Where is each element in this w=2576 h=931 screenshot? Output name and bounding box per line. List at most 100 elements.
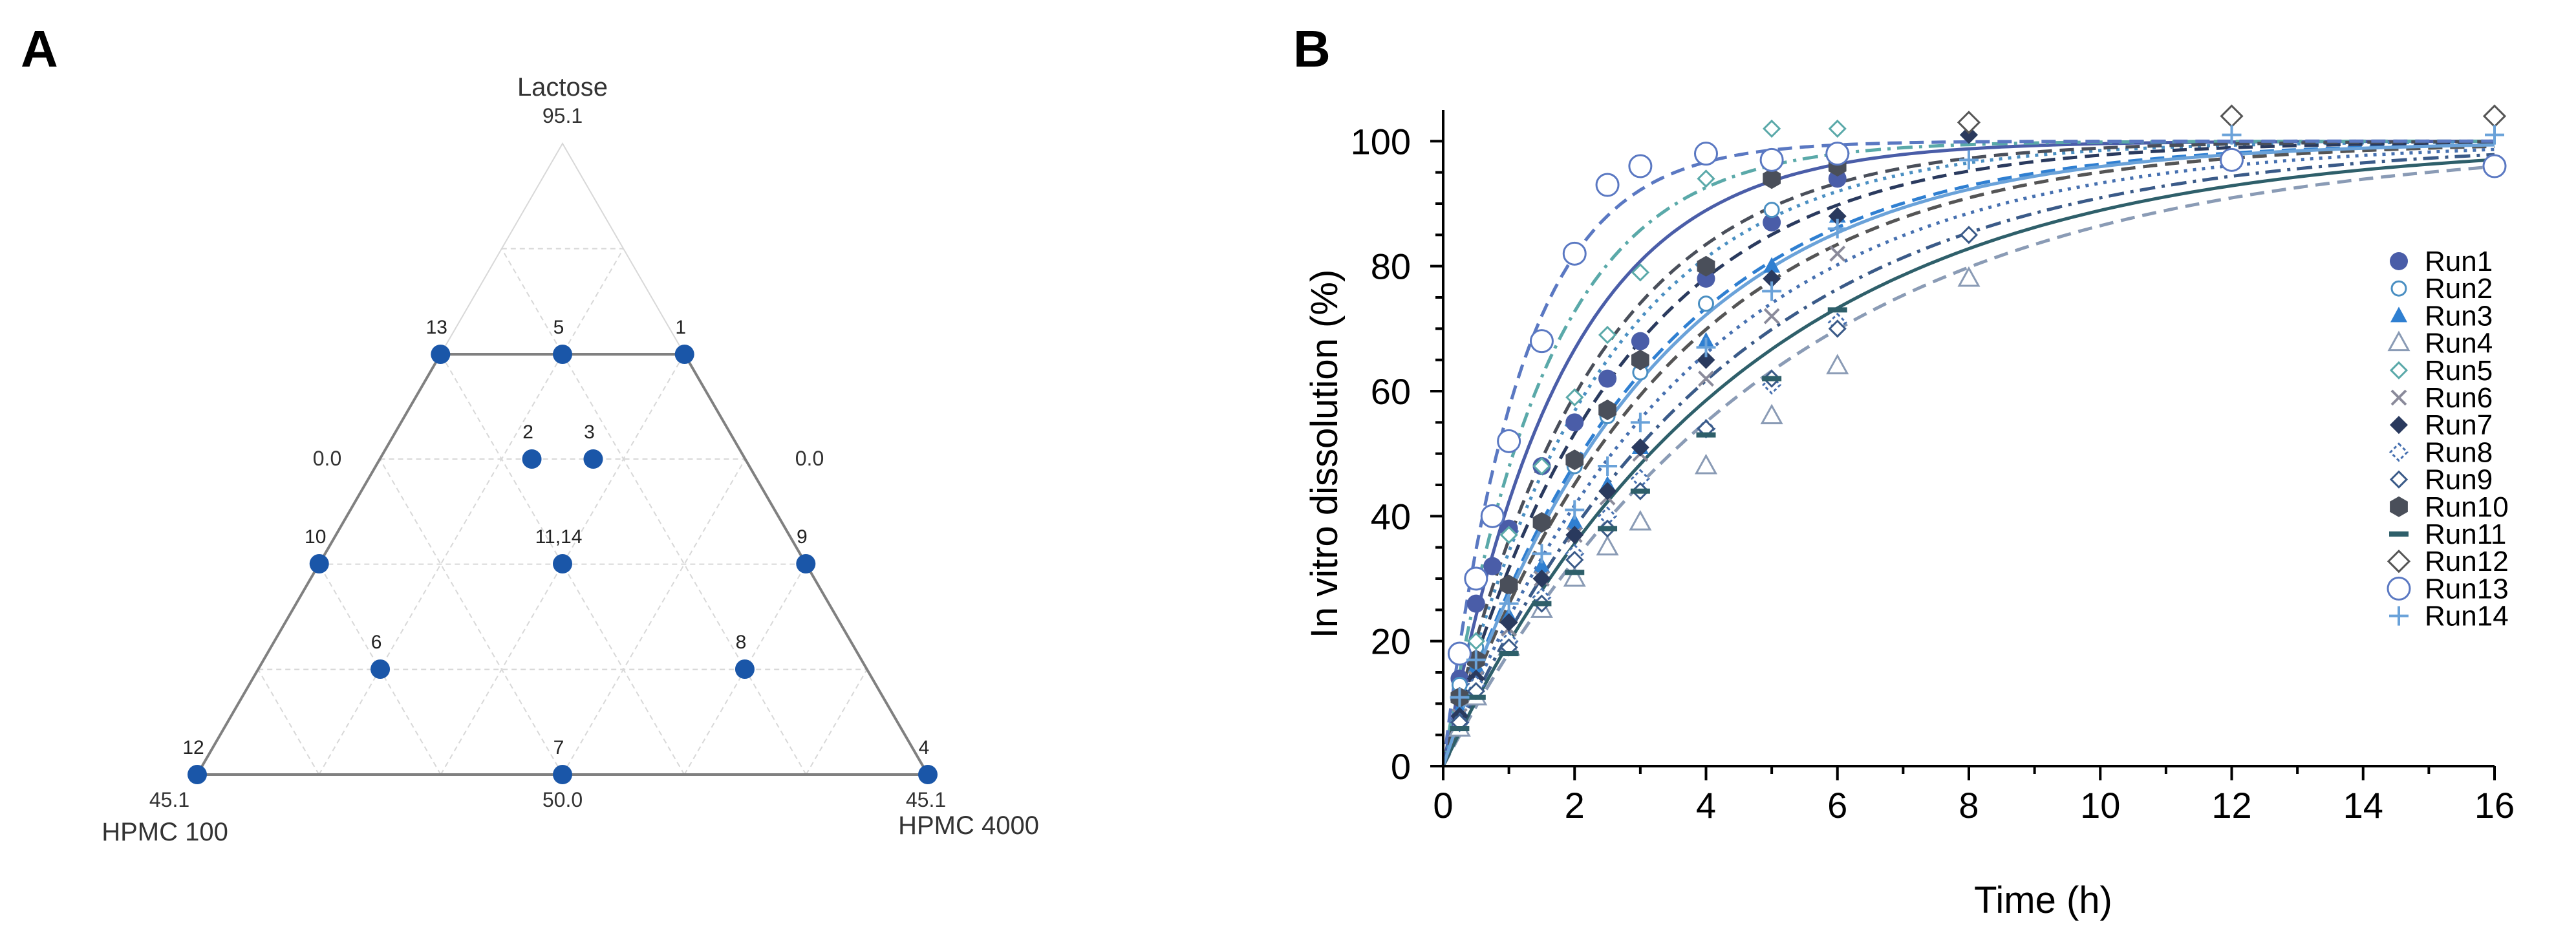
point-run4	[1629, 509, 1652, 531]
point-run6	[1566, 526, 1583, 543]
design-point-label: 7	[553, 737, 564, 758]
point-run6	[1451, 708, 1468, 725]
legend-label-run5: Run5	[2425, 355, 2493, 387]
point-run8	[1597, 506, 1618, 526]
point-run14	[1959, 150, 1979, 170]
point-run3	[1829, 207, 1846, 223]
legend-marker-run9	[2389, 470, 2409, 489]
design-point-label: 2	[522, 422, 533, 443]
point-run14	[1598, 456, 1618, 476]
legend-marker-run3	[2390, 306, 2407, 323]
point-run7	[1697, 350, 1715, 369]
point-run8	[1630, 469, 1650, 489]
point-run1	[1631, 332, 1649, 350]
point-run10	[1532, 512, 1551, 533]
point-run14	[1827, 219, 1847, 239]
point-run8	[1450, 712, 1470, 733]
design-point-label: 8	[736, 632, 747, 653]
legend-label-run1: Run1	[2425, 246, 2493, 277]
point-run3	[1451, 701, 1468, 716]
data-markers	[1447, 104, 2507, 737]
point-run7	[1532, 570, 1551, 588]
point-run5	[1499, 526, 1518, 544]
design-point-11-14	[553, 554, 572, 574]
point-run2	[1698, 295, 1714, 312]
ternary-gridline	[805, 669, 868, 775]
design-point-9	[796, 554, 816, 574]
fit-curve-run9	[1441, 153, 2495, 767]
point-run6	[1501, 620, 1518, 637]
point-run3	[1566, 513, 1583, 529]
point-run6	[1534, 570, 1550, 587]
legend-marker-run12	[2387, 550, 2411, 573]
point-run5	[1565, 388, 1584, 407]
point-run5	[1763, 119, 1781, 138]
point-run11	[1598, 526, 1618, 531]
design-point-label: 13	[426, 317, 447, 338]
point-run2	[1829, 151, 1846, 168]
point-run5	[1828, 119, 1847, 138]
point-run2	[1632, 364, 1649, 381]
point-run5	[1532, 456, 1551, 476]
legend-marker-run14	[2389, 606, 2409, 626]
point-run4	[1563, 566, 1586, 587]
point-run2	[1451, 676, 1468, 693]
point-run9	[1697, 419, 1715, 438]
fit-curve-run12	[1441, 144, 2495, 767]
design-point-10	[309, 554, 329, 574]
point-run11	[1565, 570, 1585, 575]
point-run2	[1566, 458, 1583, 475]
point-run7	[1598, 482, 1617, 500]
point-run4	[1826, 354, 1849, 374]
point-run2	[1763, 202, 1780, 219]
point-run7	[1450, 707, 1469, 725]
fit-curve-run3	[1441, 142, 2495, 767]
point-run2	[1599, 408, 1616, 425]
point-run14	[2222, 125, 2242, 145]
point-run1	[1763, 213, 1781, 231]
point-run14	[1762, 281, 1782, 301]
point-run3	[1763, 257, 1781, 273]
ternary-points: 13 5 12 310 11,14 96 812 7 4	[182, 317, 938, 784]
design-point-label: 9	[797, 526, 808, 548]
point-run10	[1697, 255, 1715, 277]
point-run1	[1828, 169, 1847, 188]
point-run8	[1532, 587, 1552, 608]
legend-label-run7: Run7	[2425, 409, 2493, 441]
point-run2	[1501, 577, 1518, 594]
ternary-gridline	[257, 669, 320, 775]
ternary-grid	[257, 248, 868, 775]
legend-label-run13: Run13	[2425, 573, 2509, 605]
point-run9	[1763, 369, 1781, 388]
design-point-3	[583, 449, 603, 469]
point-run13	[1480, 504, 1505, 528]
point-run5	[1697, 169, 1715, 188]
design-point-1	[674, 344, 694, 364]
point-run5	[1466, 632, 1485, 650]
fit-curve-run11	[1441, 158, 2495, 767]
vertex-left-name: HPMC 100	[102, 818, 228, 846]
ternary-gridline	[379, 458, 563, 775]
y-tick-label: 100	[1351, 121, 1411, 162]
design-point-label: 1	[675, 317, 686, 338]
x-tick-label: 4	[1696, 785, 1716, 826]
point-run3	[1631, 438, 1649, 454]
ternary-gridline	[318, 248, 625, 775]
point-run13	[1595, 173, 1620, 197]
point-run9	[1598, 519, 1617, 538]
point-run2	[1468, 639, 1485, 656]
legend-label-run6: Run6	[2425, 382, 2493, 414]
point-run6	[1698, 370, 1714, 387]
point-run8	[1827, 312, 1847, 332]
design-point-label: 4	[919, 737, 930, 758]
legend-label-run4: Run4	[2425, 328, 2493, 359]
point-run10	[1565, 449, 1584, 471]
vertex-right-value: 45.1	[906, 788, 946, 811]
point-run4	[1694, 453, 1718, 475]
point-run8	[1762, 375, 1782, 395]
point-run7	[1499, 613, 1518, 632]
legend-marker-run6	[2390, 389, 2407, 406]
point-run1	[1483, 557, 1502, 575]
x-tick-label: 2	[1565, 785, 1585, 826]
edge-right-label: 0.0	[795, 447, 824, 470]
